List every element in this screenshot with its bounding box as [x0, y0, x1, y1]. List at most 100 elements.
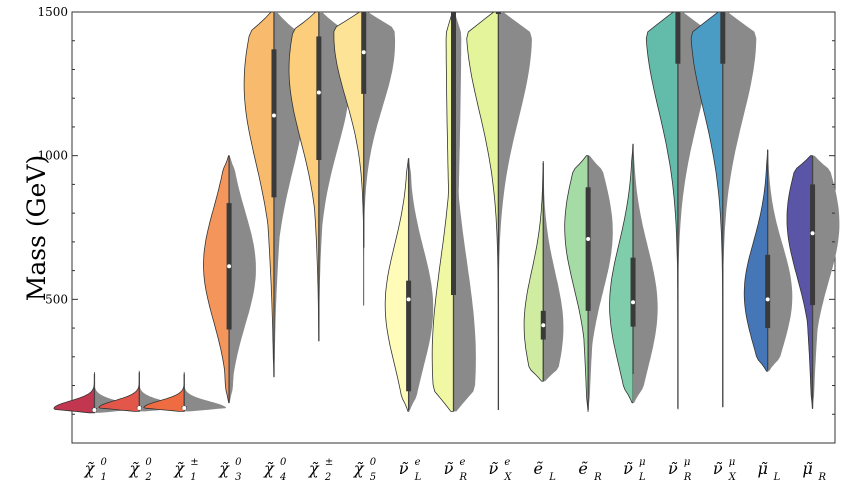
x-tick-label-sub: R: [593, 472, 602, 483]
x-tick-label-base: ν̃: [489, 459, 499, 478]
box-markers: [91, 12, 816, 413]
violin-nu_L_e: [384, 158, 434, 412]
violin-half-right: [588, 155, 613, 412]
box-chi3_0: [226, 155, 232, 403]
violin-half-left: [203, 155, 230, 404]
iqr-box: [316, 36, 322, 160]
violin-half-right: [139, 371, 182, 412]
x-tick-label-sub: R: [459, 472, 468, 483]
violin-chi1_pm: [143, 371, 227, 412]
y-axis: 500 1000 1500: [37, 5, 835, 415]
x-tick-label-sup: 0: [235, 457, 242, 468]
x-label-nu_L_mu: ν̃ Lμ: [623, 457, 646, 483]
x-tick-label-base: χ̃: [353, 459, 365, 478]
iqr-box: [271, 49, 277, 198]
x-tick-label-sub: L: [638, 472, 646, 483]
violin-half-left: [384, 158, 410, 412]
x-label-nu_X_mu: ν̃ Xμ: [713, 457, 737, 483]
violin-mu_L: [743, 149, 793, 372]
violin-half-right: [498, 12, 532, 410]
violin-mu_R: [786, 155, 840, 409]
x-tick-label-base: χ̃: [263, 459, 275, 478]
median-dot: [137, 405, 142, 410]
x-label-chi5_0: χ̃ 5 0: [353, 457, 377, 483]
x-label-chi3_0: χ̃ 3 0: [218, 457, 242, 483]
x-label-chi2_pm: χ̃ 2 ±: [308, 457, 333, 483]
box-nu_L_mu: [630, 144, 636, 375]
violin-chi2_pm: [288, 11, 351, 342]
x-tick-label-sup: ±: [325, 457, 333, 468]
violin-half-right: [677, 12, 712, 409]
violin-half-left: [564, 155, 589, 412]
median-dot: [586, 236, 591, 241]
x-label-nu_X_e: ν̃ Xe: [489, 457, 513, 483]
x-tick-label-base: ν̃: [668, 459, 678, 478]
box-nu_L_e: [406, 158, 412, 410]
x-tick-label-base: χ̃: [128, 459, 140, 478]
x-tick-label-sub: R: [683, 472, 692, 483]
x-tick-label-sub: X: [728, 472, 737, 483]
x-tick-label-sub: 4: [279, 472, 286, 483]
x-tick-label-sup: ±: [190, 457, 198, 468]
y-tick-label: 1500: [37, 5, 68, 19]
violin-half-left: [743, 149, 769, 372]
box-nu_R_mu: [675, 12, 681, 409]
box-nu_X_e: [495, 12, 501, 410]
median-dot: [810, 231, 815, 236]
median-dot: [182, 405, 187, 410]
median-dot: [92, 407, 97, 412]
violin-half-right: [318, 12, 351, 341]
iqr-box: [451, 12, 456, 296]
box-chi1_0: [91, 374, 97, 413]
violin-half-right: [94, 372, 137, 413]
violin-half-left: [143, 371, 185, 412]
x-tick-label-sup: e: [504, 457, 510, 468]
iqr-box: [630, 257, 636, 327]
violin-chi5_0: [333, 11, 396, 306]
x-tick-label-base: μ̃: [757, 459, 767, 478]
box-chi5_0: [361, 12, 367, 248]
violin-half-left: [786, 155, 813, 409]
violin-half-left: [523, 160, 544, 382]
violin-half-right: [229, 155, 256, 403]
y-tick-label: 500: [45, 292, 68, 306]
violin-half-left: [431, 11, 454, 412]
x-tick-label-sub: L: [773, 472, 781, 483]
violin-nu_X_mu: [690, 11, 757, 408]
x-tick-label-sup: 0: [280, 457, 287, 468]
iqr-box: [406, 280, 412, 392]
violin-half-left: [243, 11, 275, 378]
x-tick-label-sub: L: [414, 472, 422, 483]
x-tick-label-base: μ̃: [802, 459, 812, 478]
iqr-box: [495, 12, 501, 14]
violin-e_R: [564, 155, 613, 412]
x-tick-label-base: ν̃: [444, 459, 454, 478]
x-tick-label-base: ν̃: [713, 459, 723, 478]
violin-nu_L_mu: [609, 143, 658, 404]
violins: [53, 11, 840, 414]
violin-half-right: [543, 161, 564, 382]
x-label-chi2_0: χ̃ 2 0: [128, 457, 152, 483]
median-dot: [541, 323, 546, 328]
box-chi1_pm: [181, 374, 187, 412]
iqr-box: [810, 184, 816, 306]
violin-half-left: [53, 372, 95, 414]
x-tick-label-sup: μ: [729, 457, 736, 468]
iqr-box: [765, 254, 771, 329]
box-chi4_0: [271, 12, 277, 377]
box-mu_R: [810, 155, 816, 409]
violin-half-right: [767, 149, 793, 372]
y-tick-label: 1000: [37, 149, 68, 163]
iqr-box: [585, 187, 591, 311]
box-e_L: [540, 162, 546, 382]
violin-half-right: [363, 12, 396, 306]
x-tick-label-sub: 2: [144, 472, 151, 483]
median-dot: [316, 90, 321, 95]
violin-half-left: [98, 370, 140, 412]
x-label-mu_R: μ̃ R: [802, 459, 826, 483]
x-tick-label-sup: 0: [370, 457, 377, 468]
x-tick-label-sup: μ: [684, 457, 691, 468]
x-tick-label-base: ẽ: [534, 459, 544, 478]
violin-half-right: [408, 158, 434, 412]
median-dot: [631, 300, 636, 305]
